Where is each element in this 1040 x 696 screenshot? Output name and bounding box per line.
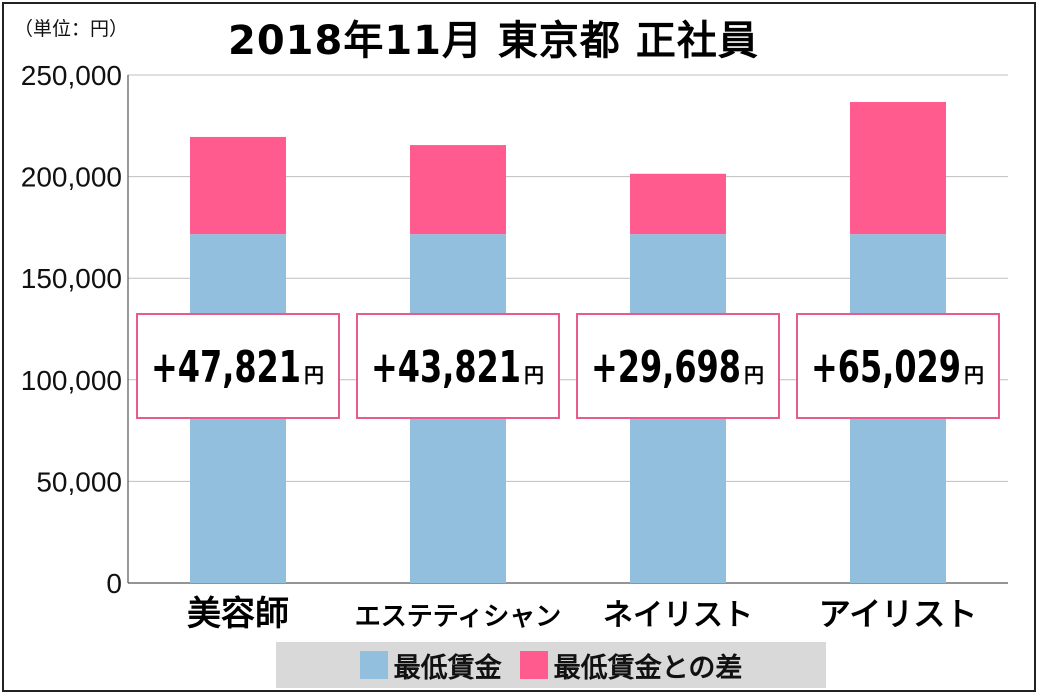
bar-difference — [630, 173, 726, 235]
y-tick-label: 200,000 — [21, 162, 122, 193]
y-tick-label: 50,000 — [36, 466, 122, 497]
legend-item-diff: 最低賃金との差 — [519, 646, 743, 685]
y-tick-label: 0 — [106, 568, 122, 599]
difference-label-box — [576, 313, 780, 419]
y-tick-label: 250,000 — [21, 60, 122, 91]
legend-label-base: 最低賃金 — [393, 652, 502, 684]
y-tick-label: 150,000 — [21, 263, 122, 294]
legend-swatch-base — [359, 651, 388, 679]
difference-unit-label: 円 — [304, 363, 324, 387]
x-category-label: ネイリスト — [603, 598, 753, 633]
difference-unit-label: 円 — [524, 363, 544, 387]
x-category-label: エステティシャン — [355, 602, 561, 632]
bar-difference — [850, 101, 946, 235]
x-category-label: 美容師 — [187, 594, 289, 634]
difference-value-label: +47,821 — [151, 342, 301, 393]
bar-difference — [190, 136, 286, 235]
unit-note: （単位：円） — [14, 18, 129, 40]
bar-difference — [410, 145, 506, 235]
legend-item-base: 最低賃金 — [359, 646, 502, 685]
difference-unit-label: 円 — [964, 363, 984, 387]
difference-label-box — [136, 313, 340, 419]
difference-value-label: +29,698 — [591, 342, 741, 393]
x-category-label: アイリスト — [819, 595, 977, 633]
difference-value-label: +65,029 — [811, 342, 961, 393]
chart-title: 2018年11月 東京都 正社員 — [228, 18, 759, 64]
difference-label-box — [356, 313, 560, 419]
y-tick-label: 100,000 — [21, 365, 122, 396]
difference-value-label: +43,821 — [371, 342, 521, 393]
difference-label-box — [796, 313, 1000, 419]
legend-swatch-diff — [519, 651, 548, 679]
legend-label-diff: 最低賃金との差 — [553, 652, 743, 684]
legend: 最低賃金 最低賃金との差 — [276, 642, 826, 688]
difference-unit-label: 円 — [744, 363, 764, 387]
